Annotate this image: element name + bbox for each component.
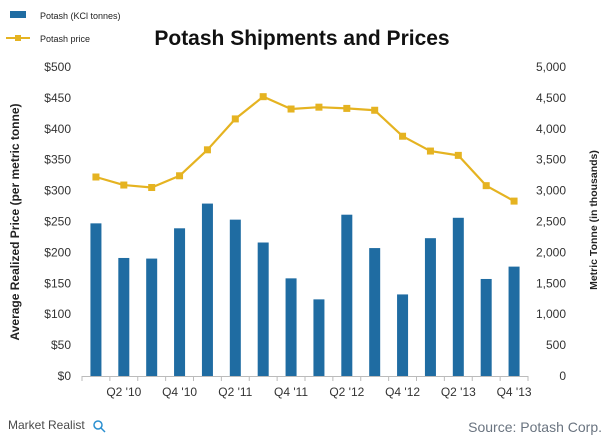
shipment-bar: [146, 258, 158, 376]
price-marker: [120, 181, 128, 189]
bar-series: [90, 203, 520, 376]
x-tick-label: Q2 '12: [329, 385, 364, 399]
left-tick-label: $50: [51, 338, 71, 352]
right-tick-label: 500: [546, 338, 566, 352]
left-tick-label: $0: [58, 369, 72, 383]
brand-logo-icon: [93, 420, 103, 430]
x-tick-label: Q2 '11: [218, 385, 252, 399]
right-tick-label: 2,500: [536, 215, 566, 229]
right-axis-ticks: 0 500 1,000 1,500 2,000 2,500 3,000 3,500 4,000 4…: [536, 60, 566, 383]
right-tick-label: 3,500: [536, 153, 566, 167]
left-axis-label: Average Realized Price (per metric tonne…: [8, 104, 22, 341]
left-tick-label: $350: [44, 153, 71, 167]
line-series: [92, 93, 518, 205]
price-marker: [510, 197, 518, 205]
brand-logo: Market Realist: [8, 418, 106, 433]
price-marker: [482, 182, 490, 190]
shipment-bar: [341, 214, 353, 376]
shipment-bar: [480, 278, 492, 376]
right-axis-label: Metric Tonne (in thousands): [588, 150, 600, 290]
x-axis-ticks: Q2 '10 Q4 '10 Q2 '11 Q4 '11 Q2 '12 Q4 '12 Q2 '…: [81, 376, 532, 399]
price-marker: [92, 173, 100, 181]
price-marker: [259, 93, 267, 101]
shipment-bar: [201, 203, 213, 376]
right-tick-label: 4,500: [536, 91, 566, 105]
shipment-bar: [508, 266, 520, 376]
price-marker: [287, 105, 295, 113]
legend-line-marker: [15, 35, 21, 41]
source-note: Source: Potash Corp.: [468, 419, 602, 435]
right-tick-label: 0: [559, 369, 566, 383]
right-tick-label: 5,000: [536, 60, 566, 74]
shipment-bar: [369, 248, 381, 376]
x-tick-label: Q4 '12: [385, 385, 420, 399]
price-marker: [148, 184, 156, 192]
x-tick-label: Q4 '13: [497, 385, 532, 399]
shipment-bar: [452, 217, 464, 376]
price-marker: [399, 132, 407, 140]
left-tick-label: $500: [44, 60, 71, 74]
legend: Potash (KCl tonnes) Potash price: [6, 11, 121, 44]
right-tick-label: 1,500: [536, 276, 566, 290]
legend-bar-swatch: [10, 11, 26, 18]
price-marker: [426, 147, 434, 155]
left-tick-label: $450: [44, 91, 71, 105]
left-tick-label: $200: [44, 245, 71, 259]
chart-title: Potash Shipments and Prices: [154, 27, 449, 50]
legend-line-label: Potash price: [40, 34, 90, 44]
left-tick-label: $300: [44, 184, 71, 198]
price-marker: [371, 106, 379, 114]
legend-bar-label: Potash (KCl tonnes): [40, 11, 121, 21]
price-marker: [315, 103, 323, 111]
shipment-bar: [424, 238, 436, 376]
shipment-bar: [90, 223, 102, 376]
price-marker: [176, 172, 184, 180]
left-tick-label: $150: [44, 276, 71, 290]
shipment-bar: [257, 242, 269, 376]
price-marker: [231, 115, 239, 123]
shipment-bar: [229, 219, 241, 376]
right-tick-label: 3,000: [536, 184, 566, 198]
left-axis-ticks: $0 $50 $100 $150 $200 $250 $300 $350 $400 $450 $50…: [44, 60, 71, 383]
right-tick-label: 4,000: [536, 122, 566, 136]
shipment-bar: [174, 228, 186, 376]
left-tick-label: $250: [44, 215, 71, 229]
right-tick-label: 1,000: [536, 307, 566, 321]
shipment-bar: [313, 299, 325, 376]
price-line: [95, 95, 515, 203]
price-marker: [454, 151, 462, 159]
x-tick-label: Q2 '13: [441, 385, 476, 399]
x-tick-label: Q2 '10: [106, 385, 141, 399]
shipment-bar: [285, 278, 297, 376]
x-tick-label: Q4 '11: [274, 385, 308, 399]
brand-name: Market Realist: [8, 418, 85, 432]
shipment-bar: [397, 294, 409, 376]
shipment-bar: [118, 257, 130, 376]
price-marker: [203, 146, 211, 154]
left-tick-label: $400: [44, 122, 71, 136]
right-tick-label: 2,000: [536, 245, 566, 259]
x-tick-label: Q4 '10: [162, 385, 197, 399]
brand-logo-stroke: [100, 427, 106, 433]
price-marker: [343, 104, 351, 112]
left-tick-label: $100: [44, 307, 71, 321]
